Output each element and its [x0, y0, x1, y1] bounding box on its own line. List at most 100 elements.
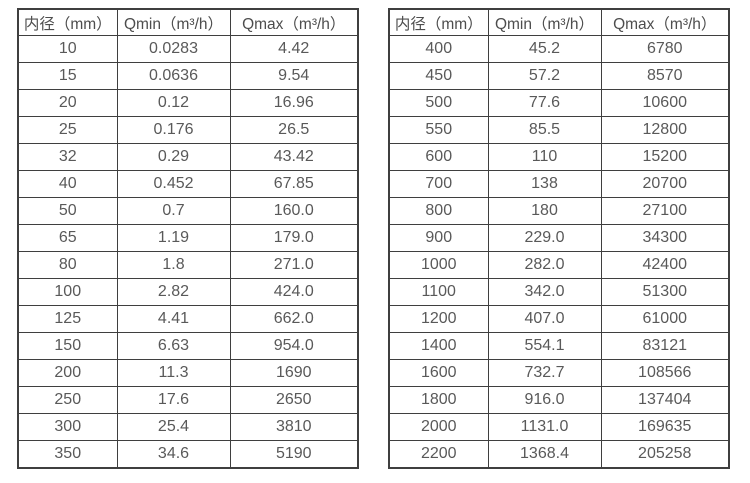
- table-row: 200 11.3 1690: [17, 359, 359, 387]
- table-cell: 85.5: [487, 116, 602, 144]
- table-cell: 424.0: [229, 278, 359, 306]
- table-cell: 2.82: [116, 278, 231, 306]
- table-row: 1400 554.1 83121: [388, 332, 730, 360]
- table-cell: 20: [17, 89, 118, 117]
- table-cell: 83121: [600, 332, 730, 360]
- table-cell: 80: [17, 251, 118, 279]
- table-cell: 27100: [600, 197, 730, 225]
- table-cell: 169635: [600, 413, 730, 441]
- table-cell: 250: [17, 386, 118, 414]
- table-cell: 1400: [388, 332, 489, 360]
- table-cell: 12800: [600, 116, 730, 144]
- table-row: 300 25.4 3810: [17, 413, 359, 441]
- table-cell: 1000: [388, 251, 489, 279]
- header-row: 内径（mm） Qmin（m³/h） Qmax（m³/h）: [388, 8, 730, 36]
- table-cell: 10600: [600, 89, 730, 117]
- table-cell: 77.6: [487, 89, 602, 117]
- table-row: 400 45.2 6780: [388, 35, 730, 63]
- table-row: 25 0.176 26.5: [17, 116, 359, 144]
- table-row: 900 229.0 34300: [388, 224, 730, 252]
- table-row: 1200 407.0 61000: [388, 305, 730, 333]
- column-header: Qmin（m³/h）: [116, 8, 231, 36]
- table-row: 2000 1131.0 169635: [388, 413, 730, 441]
- column-header: Qmin（m³/h）: [487, 8, 602, 36]
- table-cell: 10: [17, 35, 118, 63]
- table-cell: 1.19: [116, 224, 231, 252]
- table-row: 1100 342.0 51300: [388, 278, 730, 306]
- table-cell: 6780: [600, 35, 730, 63]
- table-cell: 110: [487, 143, 602, 171]
- table-cell: 1368.4: [487, 440, 602, 469]
- table-row: 500 77.6 10600: [388, 89, 730, 117]
- table-cell: 25: [17, 116, 118, 144]
- table-cell: 0.452: [116, 170, 231, 198]
- table-cell: 2650: [229, 386, 359, 414]
- table-row: 15 0.0636 9.54: [17, 62, 359, 90]
- table-row: 125 4.41 662.0: [17, 305, 359, 333]
- table-cell: 0.0283: [116, 35, 231, 63]
- table-cell: 51300: [600, 278, 730, 306]
- table-cell: 342.0: [487, 278, 602, 306]
- table-cell: 4.41: [116, 305, 231, 333]
- table-cell: 3810: [229, 413, 359, 441]
- table-cell: 11.3: [116, 359, 231, 387]
- table-cell: 205258: [600, 440, 730, 469]
- table-cell: 450: [388, 62, 489, 90]
- table-row: 700 138 20700: [388, 170, 730, 198]
- table-cell: 32: [17, 143, 118, 171]
- table-cell: 20700: [600, 170, 730, 198]
- table-cell: 67.85: [229, 170, 359, 198]
- table-cell: 108566: [600, 359, 730, 387]
- table-row: 450 57.2 8570: [388, 62, 730, 90]
- table-cell: 15200: [600, 143, 730, 171]
- table-cell: 1690: [229, 359, 359, 387]
- table-row: 150 6.63 954.0: [17, 332, 359, 360]
- table-cell: 8570: [600, 62, 730, 90]
- table-cell: 42400: [600, 251, 730, 279]
- table-cell: 25.4: [116, 413, 231, 441]
- table-cell: 229.0: [487, 224, 602, 252]
- table-row: 250 17.6 2650: [17, 386, 359, 414]
- table-row: 1000 282.0 42400: [388, 251, 730, 279]
- table-cell: 6.63: [116, 332, 231, 360]
- table-cell: 282.0: [487, 251, 602, 279]
- table-row: 600 110 15200: [388, 143, 730, 171]
- table-cell: 34300: [600, 224, 730, 252]
- table-cell: 800: [388, 197, 489, 225]
- table-cell: 0.12: [116, 89, 231, 117]
- table-cell: 0.0636: [116, 62, 231, 90]
- table-cell: 1200: [388, 305, 489, 333]
- table-cell: 900: [388, 224, 489, 252]
- column-header: Qmax（m³/h）: [229, 8, 359, 36]
- table-cell: 554.1: [487, 332, 602, 360]
- table-cell: 50: [17, 197, 118, 225]
- table-cell: 40: [17, 170, 118, 198]
- table-cell: 45.2: [487, 35, 602, 63]
- table-cell: 26.5: [229, 116, 359, 144]
- table-cell: 407.0: [487, 305, 602, 333]
- table-row: 10 0.0283 4.42: [17, 35, 359, 63]
- flow-table-small-diameters: 内径（mm） Qmin（m³/h） Qmax（m³/h） 10 0.0283 4.42 15…: [17, 8, 359, 469]
- table-cell: 400: [388, 35, 489, 63]
- column-header: 内径（mm）: [388, 8, 489, 36]
- table-cell: 732.7: [487, 359, 602, 387]
- table-cell: 0.7: [116, 197, 231, 225]
- table-cell: 300: [17, 413, 118, 441]
- column-header: Qmax（m³/h）: [600, 8, 730, 36]
- table-cell: 2200: [388, 440, 489, 469]
- table-cell: 1100: [388, 278, 489, 306]
- table-cell: 0.176: [116, 116, 231, 144]
- table-row: 50 0.7 160.0: [17, 197, 359, 225]
- flow-table-large-diameters: 内径（mm） Qmin（m³/h） Qmax（m³/h） 400 45.2 6780 450…: [388, 8, 730, 469]
- table-cell: 1131.0: [487, 413, 602, 441]
- table-cell: 34.6: [116, 440, 231, 469]
- table-cell: 137404: [600, 386, 730, 414]
- table-row: 1600 732.7 108566: [388, 359, 730, 387]
- table-cell: 350: [17, 440, 118, 469]
- table-cell: 17.6: [116, 386, 231, 414]
- table-row: 100 2.82 424.0: [17, 278, 359, 306]
- table-cell: 179.0: [229, 224, 359, 252]
- table-cell: 1800: [388, 386, 489, 414]
- table-cell: 15: [17, 62, 118, 90]
- table-cell: 57.2: [487, 62, 602, 90]
